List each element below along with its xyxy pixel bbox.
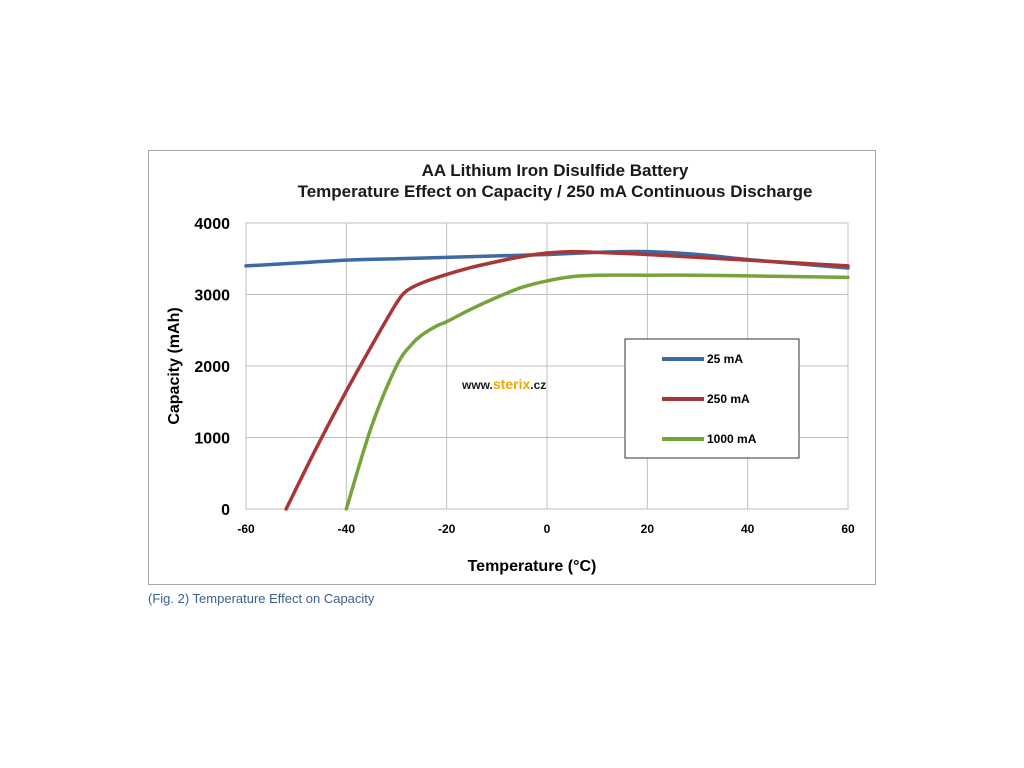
y-tick-label: 1000 (194, 431, 230, 448)
series-lines (244, 249, 850, 511)
x-tick-label: 0 (544, 522, 551, 536)
plot-border (245, 222, 849, 510)
x-tick-label: -20 (438, 522, 456, 536)
legend-label: 1000 mA (707, 432, 757, 446)
x-axis-ticks: -60 -40 -20 0 20 40 60 (237, 522, 855, 536)
x-tick-label: 20 (641, 522, 655, 536)
figure-caption: (Fig. 2) Temperature Effect on Capacity (148, 591, 375, 606)
chart-title-line-1: AA Lithium Iron Disulfide Battery (422, 161, 689, 180)
plot-area (245, 222, 849, 510)
chart-svg: AA Lithium Iron Disulfide Battery Temper… (166, 161, 855, 575)
y-tick-label: 4000 (194, 216, 230, 233)
series-line (344, 273, 850, 511)
watermark-suffix: .cz (530, 378, 546, 392)
watermark-prefix: www. (461, 378, 493, 392)
legend-items: 25 mA 250 mA 1000 mA (662, 352, 757, 446)
watermark: www.sterix.cz (461, 376, 546, 392)
chart-title-line-2: Temperature Effect on Capacity / 250 mA … (298, 182, 813, 201)
x-tick-label: 60 (841, 522, 855, 536)
y-axis-title: Capacity (mAh) (166, 307, 183, 424)
legend: 25 mA 250 mA 1000 mA (624, 338, 800, 459)
y-axis-ticks: 0 1000 2000 3000 4000 (194, 216, 230, 519)
legend-box (624, 338, 800, 459)
y-tick-label: 0 (221, 502, 230, 519)
x-tick-label: -40 (338, 522, 356, 536)
legend-label: 250 mA (707, 392, 750, 406)
x-tick-label: -60 (237, 522, 255, 536)
x-axis-title: Temperature (°C) (468, 558, 597, 575)
y-tick-label: 2000 (194, 359, 230, 376)
x-tick-label: 40 (741, 522, 755, 536)
legend-label: 25 mA (707, 352, 743, 366)
watermark-brand: sterix (493, 376, 531, 392)
series-line (284, 249, 850, 511)
chart-frame: AA Lithium Iron Disulfide Battery Temper… (148, 150, 876, 585)
y-tick-label: 3000 (194, 288, 230, 305)
